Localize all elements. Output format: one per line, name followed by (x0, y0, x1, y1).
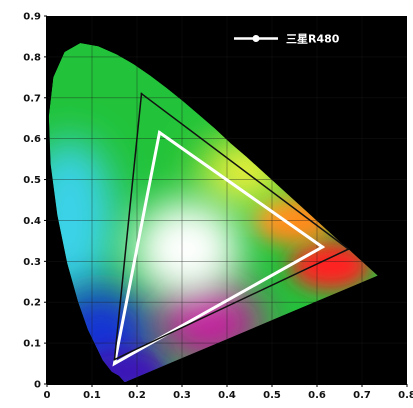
gamut-white-blob (132, 200, 241, 299)
series-triangle-r480 (112, 129, 326, 367)
series-vertex-point (347, 248, 350, 251)
y-tick-label: 0.8 (23, 52, 41, 63)
series-vertex-point (113, 358, 116, 361)
legend: 三星R480 (234, 32, 340, 45)
series-layer (112, 92, 350, 367)
grid (47, 16, 407, 384)
x-tick-label: 0 (44, 390, 51, 401)
series-triangle-reference (113, 92, 350, 361)
axes: 0 0.1 0.2 0.3 0.4 0.5 0.6 0.7 0.8 0 0.1 0.2 0.3 0.4 0.… (23, 12, 413, 402)
y-tick-label: 0.3 (23, 257, 41, 268)
y-tick-label: 0.2 (23, 298, 41, 309)
x-tick-label: 0.2 (128, 390, 146, 401)
legend-marker (252, 34, 260, 42)
x-tick-label: 0.3 (173, 390, 191, 401)
series-vertex-point (320, 245, 324, 249)
y-tick-label: 0.7 (23, 93, 41, 104)
x-tick-label: 0.7 (353, 390, 371, 401)
y-tick-label: 0.6 (23, 134, 41, 145)
x-tick-label: 0.4 (218, 390, 236, 401)
series-vertex-point (113, 362, 116, 366)
x-tick-label: 0.1 (83, 390, 101, 401)
x-tick-label: 0.8 (398, 390, 413, 401)
x-tick-label: 0.5 (263, 390, 281, 401)
series-vertex-point (158, 131, 161, 135)
legend-label: 三星R480 (286, 32, 340, 45)
y-tick-label: 0.4 (23, 216, 41, 227)
y-tick-label: 0.5 (23, 175, 41, 186)
series-vertex-point (140, 92, 143, 95)
y-tick-label: 0 (34, 380, 41, 391)
x-tick-label: 0.6 (308, 390, 326, 401)
y-tick-label: 0.1 (23, 339, 41, 350)
y-tick-label: 0.9 (23, 12, 41, 23)
